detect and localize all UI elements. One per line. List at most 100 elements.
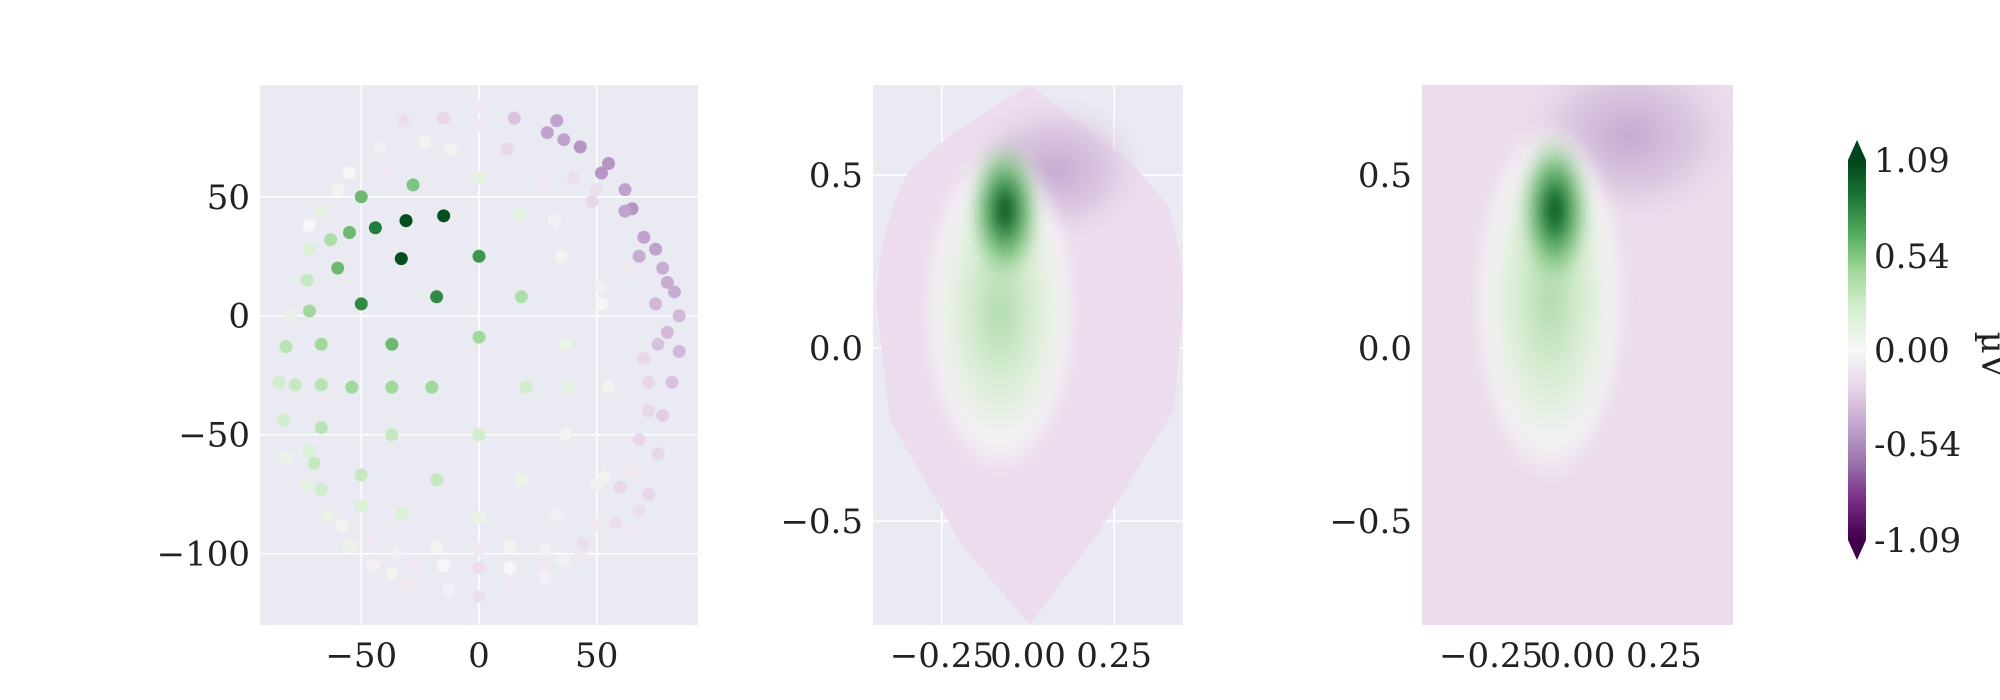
x-tick-label: 0.25 bbox=[1626, 636, 1702, 676]
sensor-point bbox=[602, 380, 616, 394]
sensor-point bbox=[632, 432, 646, 446]
sensor-point bbox=[594, 297, 608, 311]
sensor-point bbox=[406, 178, 420, 192]
y-tick-label: 0 bbox=[228, 297, 250, 337]
colorbar-tick-label: -1.09 bbox=[1874, 521, 1961, 561]
sensor-point bbox=[642, 487, 656, 501]
colorbar-min-extension bbox=[1848, 540, 1866, 560]
sensor-point bbox=[342, 166, 356, 180]
sensor-point bbox=[288, 378, 302, 392]
sensor-point bbox=[430, 539, 444, 553]
full-map-field bbox=[1472, 85, 1733, 480]
colorbar-tick-label: -0.54 bbox=[1874, 425, 1961, 465]
sensor-point bbox=[594, 166, 608, 180]
sensor-point bbox=[472, 330, 486, 344]
sensor-point bbox=[557, 554, 571, 568]
sensor-point bbox=[637, 230, 651, 244]
sensor-point bbox=[573, 140, 587, 154]
sensor-point bbox=[649, 242, 663, 256]
sensor-point bbox=[385, 566, 399, 580]
sensor-point bbox=[373, 140, 387, 154]
sensor-point bbox=[321, 509, 335, 523]
sensor-point bbox=[314, 204, 328, 218]
sensor-point bbox=[418, 135, 432, 149]
sensor-point bbox=[538, 570, 552, 584]
head-map-tick-labels: −0.250.00 0.25 0.5 0.0 −0.5 bbox=[780, 156, 1152, 676]
full-map-positive-peak bbox=[1517, 130, 1593, 290]
sensor-point bbox=[302, 242, 316, 256]
sensor-point bbox=[430, 290, 444, 304]
x-tick-label: 50 bbox=[575, 636, 618, 676]
sensor-point bbox=[602, 157, 616, 171]
sensor-point bbox=[500, 142, 514, 156]
y-tick-label: 0.0 bbox=[1358, 329, 1412, 369]
colorbar-tick-label: 0.54 bbox=[1874, 237, 1950, 277]
sensor-point bbox=[335, 518, 349, 532]
sensor-point bbox=[406, 559, 420, 573]
x-tick-label: −0.25 bbox=[890, 636, 994, 676]
head-map-panel: −0.250.00 0.25 0.5 0.0 −0.5 bbox=[780, 85, 1183, 676]
scatter-tick-labels: −50 0 50 50 0 −50 −100 bbox=[157, 178, 619, 676]
sensor-point bbox=[660, 275, 674, 289]
sensor-point bbox=[437, 559, 451, 573]
sensor-point bbox=[441, 582, 455, 596]
sensor-point bbox=[300, 478, 314, 492]
sensor-point bbox=[514, 473, 528, 487]
sensor-point bbox=[472, 249, 486, 263]
sensor-point bbox=[550, 506, 564, 520]
sensor-point bbox=[472, 99, 486, 113]
sensor-point bbox=[642, 404, 656, 418]
colorbar-gradient bbox=[1848, 160, 1866, 540]
colorbar-max-extension bbox=[1848, 140, 1866, 160]
x-tick-label: 0.25 bbox=[1076, 636, 1152, 676]
sensor-point bbox=[302, 218, 316, 232]
sensor-point bbox=[277, 413, 291, 427]
x-tick-label: −0.25 bbox=[1439, 636, 1543, 676]
sensor-point bbox=[576, 537, 590, 551]
sensor-point bbox=[444, 142, 458, 156]
sensor-point bbox=[620, 261, 634, 275]
sensor-point bbox=[649, 297, 663, 311]
sensor-point bbox=[559, 337, 573, 351]
sensor-point bbox=[672, 344, 686, 358]
sensor-point bbox=[399, 214, 413, 228]
sensor-point bbox=[618, 204, 632, 218]
sensor-point bbox=[437, 111, 451, 125]
sensor-point bbox=[594, 280, 608, 294]
sensor-point bbox=[272, 375, 286, 389]
head-map-positive-peak bbox=[967, 135, 1043, 285]
x-tick-label: −50 bbox=[325, 636, 397, 676]
sensor-point bbox=[585, 195, 599, 209]
sensor-point bbox=[307, 456, 321, 470]
sensor-point bbox=[632, 249, 646, 263]
colorbar-unit-label: µV bbox=[1973, 332, 2000, 380]
sensor-point bbox=[342, 225, 356, 239]
sensor-point bbox=[538, 178, 552, 192]
sensor-point bbox=[503, 539, 517, 553]
sensor-point bbox=[472, 428, 486, 442]
sensor-point bbox=[618, 183, 632, 197]
sensor-point bbox=[394, 252, 408, 266]
sensor-point bbox=[559, 428, 573, 442]
sensor-point bbox=[672, 309, 686, 323]
sensor-point bbox=[342, 539, 356, 553]
sensor-point bbox=[472, 542, 486, 556]
x-tick-label: 0.00 bbox=[1540, 636, 1616, 676]
sensor-point bbox=[651, 447, 665, 461]
sensor-point bbox=[656, 409, 670, 423]
x-tick-label: 0.00 bbox=[990, 636, 1066, 676]
sensor-point bbox=[472, 589, 486, 603]
sensor-point bbox=[590, 183, 604, 197]
sensor-point bbox=[642, 375, 656, 389]
scatter-panel: −50 0 50 50 0 −50 −100 bbox=[157, 85, 698, 676]
sensor-point bbox=[430, 473, 444, 487]
sensor-point bbox=[550, 114, 564, 128]
sensor-point bbox=[300, 273, 314, 287]
sensor-point bbox=[538, 542, 552, 556]
sensor-point bbox=[354, 499, 368, 513]
sensor-point bbox=[503, 561, 517, 575]
sensor-point bbox=[625, 523, 639, 537]
sensor-point bbox=[354, 190, 368, 204]
colorbar: 1.09 0.54 0.00 -0.54 -1.09 µV bbox=[1848, 140, 2000, 561]
